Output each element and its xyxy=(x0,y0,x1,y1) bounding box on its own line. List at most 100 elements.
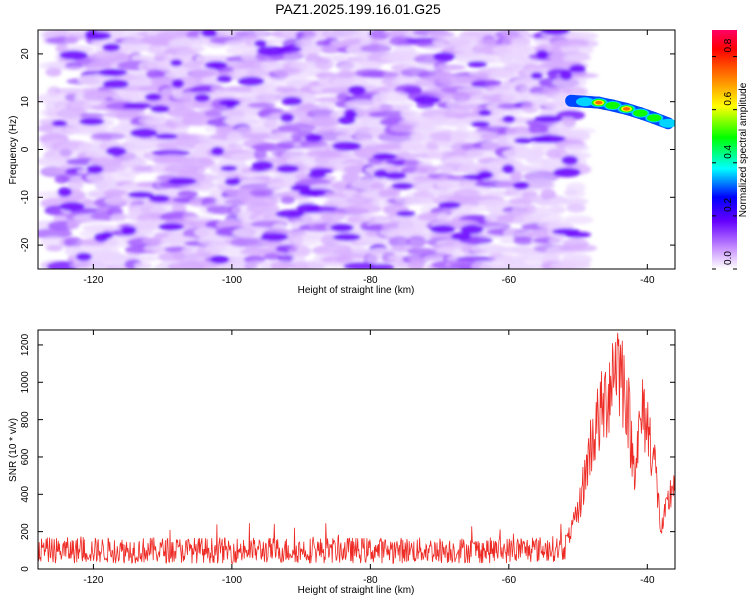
spectrogram-cell xyxy=(190,69,221,77)
spectrogram-cell xyxy=(125,109,146,119)
spectrogram-cell xyxy=(102,79,129,89)
spectrogram-cell xyxy=(190,166,206,175)
spectrogram-ytick-label: -10 xyxy=(20,190,31,205)
colorbar-tick-label: 0.8 xyxy=(723,38,734,52)
spectrogram-cell xyxy=(171,78,185,89)
colorbar-label: Normalized spectral amplitude xyxy=(738,82,749,217)
spectrogram-cell xyxy=(479,132,499,141)
spectrogram-cell xyxy=(310,116,342,128)
spectrogram-cell xyxy=(134,262,152,269)
spectrogram-cell xyxy=(46,261,81,269)
spectrogram-cell xyxy=(64,36,79,45)
spectrogram-cell xyxy=(210,255,230,264)
spectrogram-cell xyxy=(322,261,346,268)
spectrogram-ytick-label: 20 xyxy=(20,48,31,60)
spectrogram-cell xyxy=(246,202,280,215)
snr-ytick-label: 800 xyxy=(20,411,31,428)
spectrogram-cell xyxy=(292,254,306,263)
spectrogram-cell xyxy=(331,141,362,151)
signal-track-core xyxy=(647,114,662,122)
spectrogram-cell xyxy=(177,190,199,198)
spectrogram-cell xyxy=(484,79,503,86)
spectrogram-cell xyxy=(415,222,429,231)
colorbar-ticks: 0.0 0.2 0.4 0.6 0.8 xyxy=(712,38,737,270)
snr-ytick-label: 1200 xyxy=(20,333,31,356)
signal-track-core xyxy=(659,118,675,128)
spectrogram-cell xyxy=(344,204,382,214)
spectrogram-cell xyxy=(277,123,317,134)
snr-frame xyxy=(37,329,676,570)
spectrogram-xtick-label: -120 xyxy=(83,275,103,286)
spectrogram-cell xyxy=(75,252,92,262)
spectrogram-cell xyxy=(560,259,591,269)
chart-title: PAZ1.2025.199.16.01.G25 xyxy=(275,1,441,17)
spectrogram-xtick-label: -80 xyxy=(363,275,378,286)
spectrogram-cell xyxy=(45,245,63,252)
spectrogram-cell xyxy=(38,228,73,239)
spectrogram-cell xyxy=(237,76,265,86)
spectrogram-cell xyxy=(204,124,217,133)
snr-xtick-label: -80 xyxy=(363,575,378,586)
spectrogram-cell xyxy=(216,75,232,83)
spectrogram-signal-track xyxy=(565,94,675,130)
spectrogram-cell xyxy=(553,167,581,178)
spectrogram-cell xyxy=(532,147,545,159)
spectrogram-cell xyxy=(40,236,67,249)
spectrogram-cell xyxy=(391,182,414,190)
signal-track-core xyxy=(595,100,603,105)
spectrogram-xtick-label: -40 xyxy=(640,275,655,286)
spectrogram-cell xyxy=(438,201,461,209)
spectrogram-axes: -120 -100 -80 -60 -40 20 10 0 -10 -20 xyxy=(20,30,675,286)
spectrogram-cell xyxy=(330,77,368,86)
spectrogram-ylabel: Frequency (Hz) xyxy=(8,116,19,185)
spectrogram-cell xyxy=(66,220,80,230)
spectrogram-cell xyxy=(522,204,537,215)
spectrogram-cell xyxy=(253,148,267,161)
spectrogram-cell xyxy=(204,61,228,70)
spectrogram-cell xyxy=(171,204,187,214)
spectrogram-cell xyxy=(197,263,238,269)
spectrogram-cell xyxy=(290,184,311,192)
spectrogram-cell xyxy=(121,225,137,235)
spectrogram-cell xyxy=(127,191,154,199)
snr-ytick-label: 0 xyxy=(20,566,31,572)
spectrogram-cell xyxy=(478,109,492,117)
spectrogram-cell xyxy=(502,115,516,123)
spectrogram-cell xyxy=(293,71,322,78)
spectrogram-cell xyxy=(556,31,599,41)
spectrogram-cell xyxy=(158,222,184,231)
snr-xtick-label: -120 xyxy=(83,575,103,586)
snr-ytick-label: 400 xyxy=(20,486,31,503)
spectrogram-cell xyxy=(56,108,88,120)
spectrogram-cell xyxy=(254,39,267,48)
spectrogram-cell xyxy=(341,172,361,182)
spectrogram-cell xyxy=(380,91,411,103)
colorbar-gradient xyxy=(712,30,737,269)
spectrogram-cell xyxy=(436,179,463,190)
colorbar-tick-label: 0.6 xyxy=(723,91,734,105)
spectrogram-panel: -120 -100 -80 -60 -40 20 10 0 -10 -20 Height of s… xyxy=(8,29,676,296)
spectrogram-cell xyxy=(368,110,412,119)
snr-xtick-label: -60 xyxy=(502,575,517,586)
spectrogram-cell xyxy=(320,211,346,222)
spectrogram-cell xyxy=(413,95,441,105)
spectrogram-cell xyxy=(540,30,570,36)
spectrogram-cell xyxy=(276,164,300,174)
spectrogram-cell xyxy=(251,160,274,171)
spectrogram-cell xyxy=(230,237,275,248)
snr-ylabel: SNR (10 * v/v) xyxy=(8,418,19,482)
spectrogram-cell xyxy=(221,108,265,118)
spectrogram-cell xyxy=(460,224,484,235)
spectrogram-cell xyxy=(307,258,327,269)
spectrogram-cell xyxy=(377,131,416,143)
spectrogram-cell xyxy=(429,224,456,234)
spectrogram-cell xyxy=(465,148,495,161)
spectrogram-ytick-label: 0 xyxy=(20,146,31,152)
spectrogram-cell xyxy=(510,170,523,182)
colorbar: 0.0 0.2 0.4 0.6 0.8 Normalized spectral ampl… xyxy=(712,30,749,270)
spectrogram-cell xyxy=(170,59,183,67)
spectrogram-cell xyxy=(192,45,205,53)
spectrogram-cell xyxy=(566,203,586,213)
spectrogram-cell xyxy=(167,177,197,186)
